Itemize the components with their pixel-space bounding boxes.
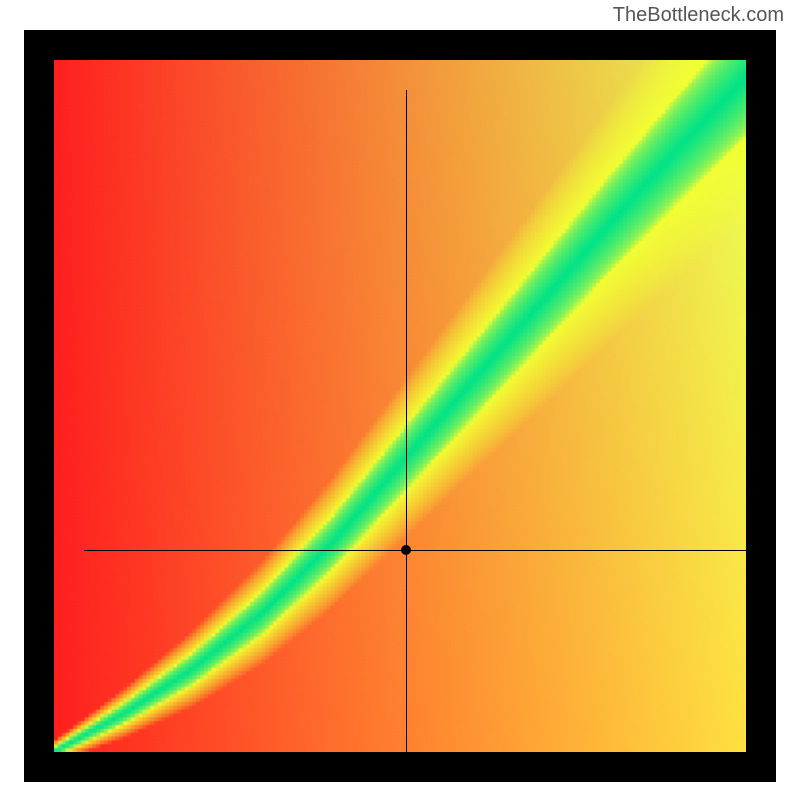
- heatmap-canvas: [54, 60, 746, 752]
- crosshair-vertical: [406, 90, 407, 782]
- watermark-text: TheBottleneck.com: [613, 4, 784, 27]
- plot-frame: [24, 30, 776, 782]
- crosshair-horizontal: [84, 550, 776, 551]
- marker-point: [401, 545, 411, 555]
- chart-container: TheBottleneck.com: [0, 0, 800, 800]
